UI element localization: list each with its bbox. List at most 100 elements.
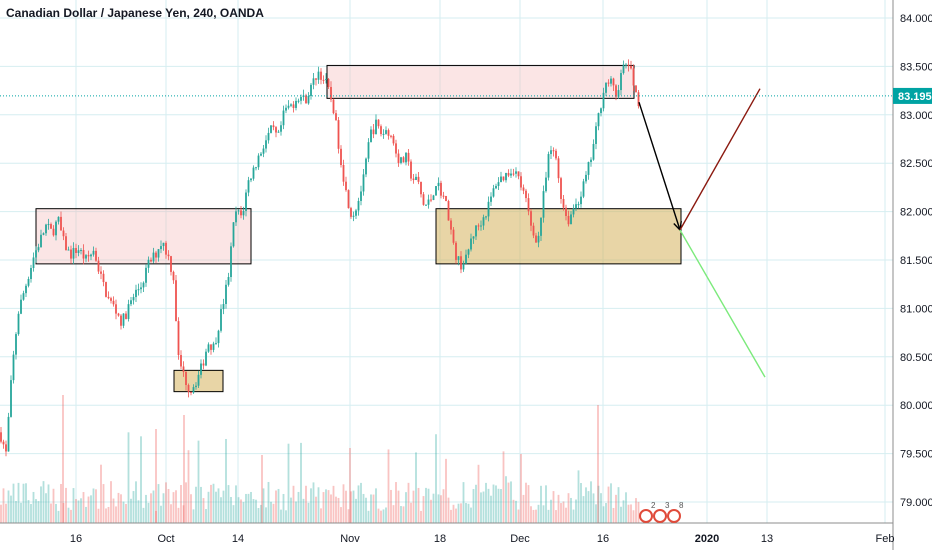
event-marker-icon[interactable] xyxy=(667,509,681,523)
candle-body xyxy=(595,126,597,144)
candle-body xyxy=(35,250,37,258)
volume-bar xyxy=(202,498,205,523)
volume-bar xyxy=(540,485,542,523)
candle-body xyxy=(577,204,580,206)
volume-bar xyxy=(185,482,187,523)
x-tick-label: Nov xyxy=(340,533,360,545)
candle-body xyxy=(10,380,12,417)
candle-body xyxy=(0,432,2,442)
candle-body xyxy=(330,86,332,100)
volume-bar xyxy=(282,493,285,523)
drawings[interactable] xyxy=(638,88,766,378)
volume-bar xyxy=(57,510,60,523)
volume-bar xyxy=(325,489,327,523)
candle-body xyxy=(547,154,550,178)
projection-line[interactable] xyxy=(679,88,761,231)
volume-bar xyxy=(305,485,307,523)
volume-bar xyxy=(495,485,497,523)
candle-body xyxy=(575,204,577,209)
candle-body xyxy=(382,133,385,135)
volume-bar xyxy=(290,497,292,523)
volume-bar xyxy=(637,501,640,523)
candle-body xyxy=(172,271,175,281)
volume-bar xyxy=(350,491,352,523)
event-marker-icon[interactable] xyxy=(653,509,667,523)
resistance-zone[interactable] xyxy=(326,64,635,99)
volume-bar xyxy=(292,485,295,523)
candle-body xyxy=(57,216,60,222)
projection-line[interactable] xyxy=(679,229,766,378)
volume-bars xyxy=(0,395,640,523)
candle-body xyxy=(477,225,480,227)
volume-bar xyxy=(155,510,157,523)
candle-body xyxy=(405,152,407,163)
resistance-zone[interactable] xyxy=(35,208,252,265)
y-tick-label: 82.500 xyxy=(900,158,932,170)
volume-bar xyxy=(542,505,545,523)
candle-body xyxy=(592,143,595,160)
volume-bar xyxy=(132,491,135,523)
volume-bar xyxy=(407,482,410,523)
volume-bar xyxy=(285,510,287,523)
candle-body xyxy=(317,71,320,80)
candle-body xyxy=(542,191,545,218)
candle-body xyxy=(475,225,477,237)
volume-bar xyxy=(375,488,377,523)
candle-body xyxy=(17,313,20,335)
volume-bar xyxy=(480,492,482,523)
time-axis[interactable]: 16 Oct 14 Nov 18 Dec 16 2020 13 Feb xyxy=(0,522,894,545)
candle-body xyxy=(82,250,85,259)
candle-body xyxy=(447,201,450,221)
y-tick-label: 80.000 xyxy=(900,400,932,412)
volume-bar xyxy=(635,498,637,523)
candle-body xyxy=(267,132,270,141)
volume-bar xyxy=(465,502,467,523)
candle-body xyxy=(152,252,155,262)
volume-bar xyxy=(447,497,450,523)
candle-body xyxy=(12,354,15,381)
volume-bar xyxy=(120,494,122,523)
volume-bar xyxy=(442,489,445,523)
volume-bar xyxy=(205,509,207,523)
volume-bar xyxy=(0,504,2,523)
event-marker-icon[interactable] xyxy=(639,509,653,523)
volume-bar xyxy=(280,509,282,523)
candle-body xyxy=(425,204,427,206)
candle-body xyxy=(572,208,575,215)
volume-bar xyxy=(505,476,507,523)
candle-body xyxy=(180,355,182,367)
x-tick-label: 13 xyxy=(761,533,773,545)
candle-body xyxy=(585,174,587,182)
candle-body xyxy=(210,344,212,350)
candle-body xyxy=(117,313,120,316)
support-zone[interactable] xyxy=(435,208,682,265)
volume-bar xyxy=(152,490,155,523)
volume-bar xyxy=(62,395,64,523)
volume-bar xyxy=(452,504,455,523)
candles xyxy=(0,59,640,457)
volume-bar xyxy=(517,509,520,523)
price-axis[interactable]: 84.000 83.500 83.000 82.500 82.000 81.500 81.0… xyxy=(892,0,932,550)
candle-body xyxy=(410,161,412,179)
candle-body xyxy=(407,152,410,162)
candle-body xyxy=(360,191,362,201)
volume-bar xyxy=(155,429,157,523)
volume-bar xyxy=(622,500,625,523)
candle-body xyxy=(250,178,252,181)
candle-body xyxy=(195,385,197,388)
candle-body xyxy=(85,255,87,259)
candle-body xyxy=(442,195,445,197)
volume-bar xyxy=(349,448,351,523)
volume-bar xyxy=(632,510,635,523)
candle-body xyxy=(327,78,330,87)
candle-body xyxy=(32,257,35,268)
volume-bar xyxy=(217,488,220,523)
volume-bar xyxy=(425,487,427,523)
volume-bar xyxy=(162,493,165,523)
projection-arrow[interactable] xyxy=(638,102,681,231)
volume-bar xyxy=(610,483,612,523)
volume-bar xyxy=(140,436,142,523)
